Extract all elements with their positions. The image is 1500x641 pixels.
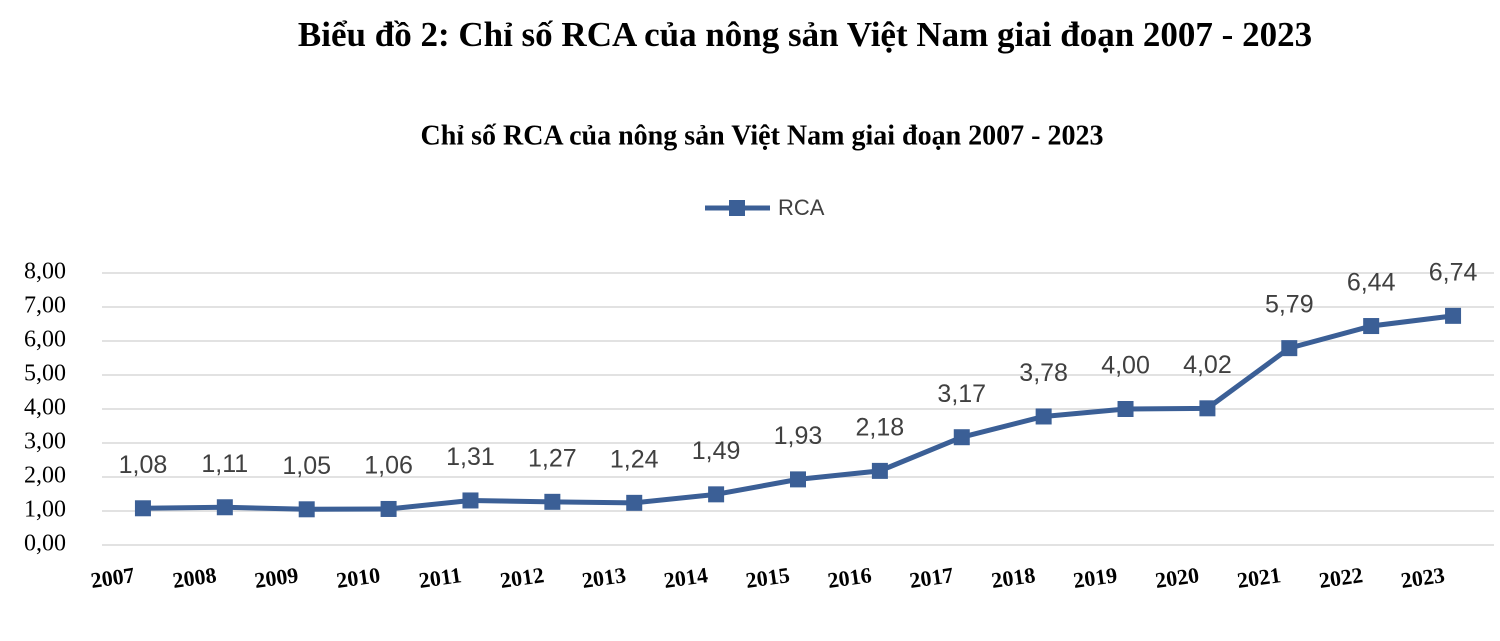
data-label: 4,02	[1183, 351, 1232, 379]
y-tick-label: 4,00	[24, 395, 66, 421]
data-label: 4,00	[1101, 352, 1150, 380]
x-tick-label: 2008	[171, 562, 218, 593]
x-tick-label: 2018	[990, 562, 1037, 593]
marker	[1363, 318, 1380, 335]
x-tick-label: 2022	[1317, 562, 1364, 593]
x-tick-label: 2010	[335, 562, 382, 593]
data-label: 1,93	[774, 422, 823, 450]
x-tick-label: 2013	[580, 562, 627, 593]
x-tick-label: 2009	[253, 562, 300, 593]
data-label: 1,49	[692, 437, 741, 465]
legend-marker	[729, 200, 745, 216]
marker	[708, 486, 725, 503]
data-label: 3,78	[1019, 359, 1068, 387]
marker	[1035, 408, 1052, 425]
data-label: 1,06	[364, 452, 413, 480]
x-tick-label: 2020	[1154, 562, 1201, 593]
x-tick-label: 2023	[1399, 562, 1446, 593]
marker	[1117, 401, 1134, 417]
marker	[216, 499, 233, 516]
marker	[544, 493, 561, 510]
data-label: 6,74	[1429, 258, 1478, 286]
x-tick-label: 2014	[662, 562, 709, 593]
x-tick-label: 2017	[908, 562, 955, 593]
page-heading: Biểu đồ 2: Chỉ số RCA của nông sản Việt …	[298, 15, 1312, 54]
data-label: 1,31	[446, 443, 495, 471]
x-tick-label: 2012	[498, 562, 545, 593]
marker	[1445, 307, 1462, 324]
x-tick-label: 2021	[1235, 562, 1282, 593]
chart-title: Chỉ số RCA của nông sản Việt Nam giai đo…	[421, 120, 1104, 151]
x-tick-label: 2011	[417, 562, 463, 593]
marker	[790, 471, 806, 488]
data-label: 1,08	[119, 451, 168, 479]
x-tick-label: 2015	[744, 562, 791, 593]
x-tick-label: 2007	[89, 562, 136, 593]
data-label: 2,18	[856, 413, 905, 441]
data-label: 5,79	[1265, 291, 1314, 319]
y-tick-label: 2,00	[24, 463, 66, 489]
marker	[298, 501, 315, 518]
data-label: 6,44	[1347, 269, 1396, 297]
legend-label: RCA	[778, 195, 825, 220]
data-label: 1,11	[201, 450, 248, 478]
y-tick-label: 0,00	[24, 531, 66, 557]
y-tick-label: 3,00	[24, 429, 66, 455]
marker	[626, 494, 643, 511]
y-tick-label: 5,00	[24, 361, 66, 387]
data-label: 1,05	[282, 452, 331, 480]
y-tick-label: 6,00	[24, 327, 66, 353]
marker	[1281, 340, 1298, 357]
y-tick-label: 8,00	[24, 259, 66, 285]
data-label: 1,27	[528, 444, 577, 472]
data-label: 3,17	[937, 380, 986, 408]
marker	[953, 429, 970, 446]
y-tick-label: 1,00	[24, 497, 66, 523]
x-tick-label: 2019	[1072, 562, 1119, 593]
marker	[871, 462, 888, 479]
x-tick-label: 2016	[826, 562, 873, 593]
marker	[1199, 400, 1216, 417]
marker	[134, 500, 151, 517]
marker	[462, 492, 479, 509]
data-label: 1,24	[610, 445, 659, 473]
y-tick-label: 7,00	[24, 293, 66, 319]
marker	[380, 500, 397, 517]
